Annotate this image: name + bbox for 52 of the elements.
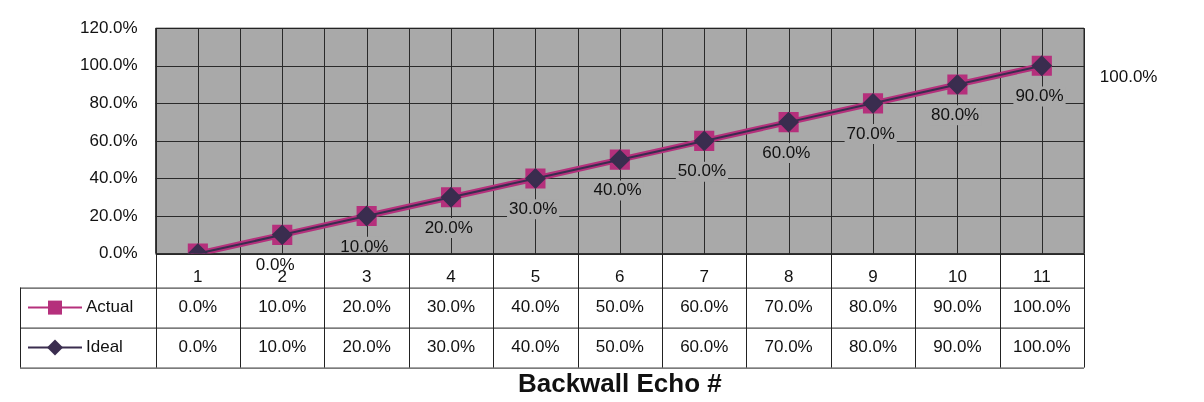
data-label: 10.0% bbox=[258, 337, 307, 357]
data-label: 0.0% bbox=[178, 297, 218, 317]
data-label: 0.0% bbox=[178, 337, 218, 357]
data-label: 30.0% bbox=[426, 297, 476, 317]
y-tick-label: 80.0% bbox=[89, 93, 138, 113]
text: 50.0% bbox=[677, 161, 727, 181]
x-tick-label: 4 bbox=[446, 267, 456, 287]
text: 10.0% bbox=[340, 236, 389, 256]
y-tick-label: 40.0% bbox=[89, 168, 138, 188]
data-label: 40.0% bbox=[511, 337, 560, 357]
data-label: 20.0% bbox=[342, 337, 391, 357]
data-label: 50.0% bbox=[595, 297, 644, 317]
y-tick-label: 0.0% bbox=[98, 243, 138, 263]
data-label: 20.0% bbox=[342, 297, 391, 317]
y-tick-label: 120.0% bbox=[79, 17, 138, 37]
x-tick-label: 3 bbox=[361, 267, 372, 287]
x-tick-label: 10 bbox=[947, 267, 967, 287]
data-label: 30.0% bbox=[426, 337, 476, 357]
text: 40.0% bbox=[593, 180, 642, 200]
x-tick-label: 11 bbox=[1032, 267, 1051, 287]
text: 30.0% bbox=[509, 198, 558, 218]
data-label: 90.0% bbox=[933, 297, 982, 317]
data-label: 80.0% bbox=[848, 297, 898, 317]
data-label: 100.0% bbox=[1012, 337, 1071, 357]
data-label: 90.0% bbox=[933, 337, 982, 357]
text: 70.0% bbox=[846, 123, 895, 143]
data-label: 70.0% bbox=[764, 297, 813, 317]
data-label: 60.0% bbox=[680, 297, 729, 317]
y-tick-label: 60.0% bbox=[89, 130, 138, 150]
x-tick-label: 5 bbox=[530, 267, 541, 287]
legend-label: Actual bbox=[86, 297, 134, 317]
x-axis-title: Backwall Echo # bbox=[517, 368, 723, 398]
data-label: 60.0% bbox=[680, 337, 729, 357]
data-label: 70.0% bbox=[764, 337, 813, 357]
legend-label: Ideal bbox=[86, 337, 123, 357]
text: 100.0% bbox=[1099, 67, 1158, 87]
text: 90.0% bbox=[1015, 86, 1064, 106]
text: 80.0% bbox=[931, 105, 980, 125]
text: 60.0% bbox=[762, 142, 811, 162]
x-tick-label: 1 bbox=[193, 267, 203, 287]
data-label: 10.0% bbox=[258, 297, 307, 317]
y-tick-label: 20.0% bbox=[89, 205, 138, 225]
data-label: 80.0% bbox=[848, 337, 898, 357]
text: 20.0% bbox=[424, 217, 473, 237]
data-label: 40.0% bbox=[511, 297, 560, 317]
x-tick-label: 9 bbox=[868, 267, 878, 287]
data-label: 50.0% bbox=[595, 337, 644, 357]
x-tick-label: 6 bbox=[615, 267, 625, 287]
data-label: 100.0% bbox=[1012, 297, 1071, 317]
y-tick-label: 100.0% bbox=[79, 55, 138, 75]
x-tick-label: 7 bbox=[699, 267, 709, 287]
x-tick-label: 8 bbox=[783, 267, 794, 287]
